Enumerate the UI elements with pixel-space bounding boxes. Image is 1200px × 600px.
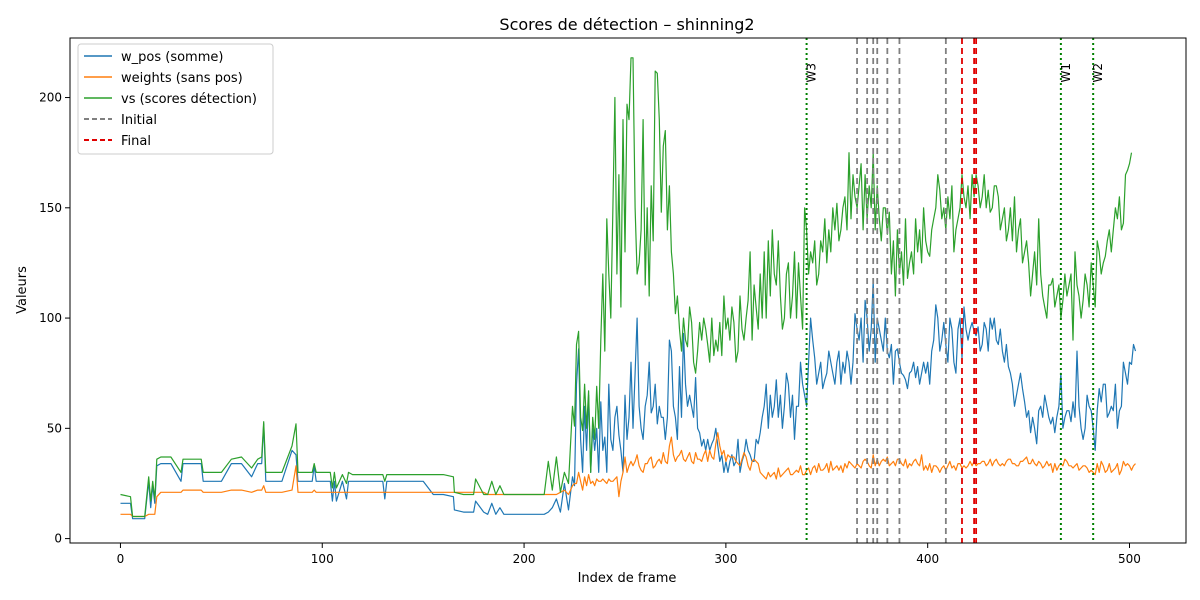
y-tick-label: 0 [54, 532, 62, 546]
series-line-3 [120, 57, 1133, 518]
marker-label-W1: W1 [1059, 63, 1073, 83]
vline-layer: W3 W1 W2 [805, 38, 1105, 543]
legend-box [77, 43, 274, 155]
axes-layer: 0 100 200 300 400 500 0 50 100 150 200 [39, 37, 1187, 566]
chart-title: Scores de détection – shinning2 [499, 15, 754, 34]
y-tick-label: 150 [39, 201, 62, 215]
legend-label-4: Initial [121, 113, 157, 128]
x-tick-label: 200 [513, 552, 536, 566]
legend-label-2: weights (sans pos) [121, 71, 243, 86]
x-tick-label: 0 [117, 552, 125, 566]
legend-label-3: vs (scores détection) [121, 92, 257, 107]
plot-frame [69, 37, 1187, 544]
x-tick-label: 500 [1118, 552, 1141, 566]
x-tick-label: 300 [714, 552, 737, 566]
y-axis-label: Valeurs [15, 266, 30, 314]
series-layer [120, 57, 1137, 520]
x-tick-label: 100 [311, 552, 334, 566]
legend-label-1: w_pos (somme) [121, 50, 223, 65]
legend-label-5: Final [121, 134, 151, 149]
x-axis-label: Index de frame [578, 571, 677, 586]
series-line-2 [120, 432, 1136, 518]
y-tick-label: 200 [39, 91, 62, 105]
x-tick-label: 400 [916, 552, 939, 566]
y-tick-label: 50 [47, 421, 62, 435]
marker-label-W2: W2 [1091, 63, 1105, 83]
series-line-1 [120, 280, 1137, 520]
y-tick-label: 100 [39, 311, 62, 325]
marker-label-W3: W3 [805, 63, 819, 83]
legend: w_pos (somme) weights (sans pos) vs (score… [77, 43, 274, 155]
